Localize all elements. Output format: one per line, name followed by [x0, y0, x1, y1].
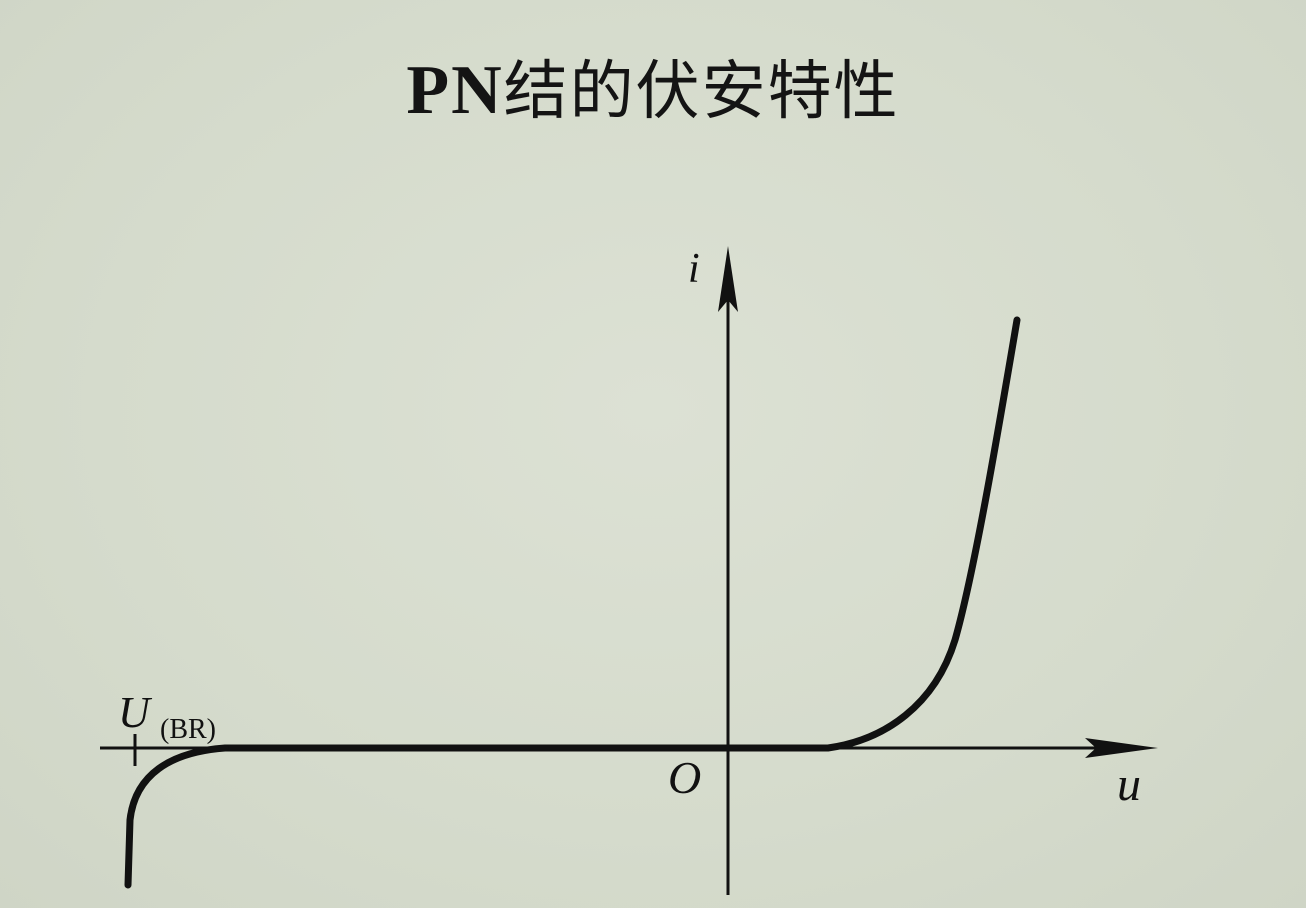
breakdown-voltage-subscript: (BR): [160, 714, 216, 745]
breakdown-characteristic-curve: [124, 744, 229, 889]
title-latin-part: PN: [406, 52, 504, 129]
origin-label: O: [668, 752, 701, 803]
title-cjk-part: 结的伏安特性: [503, 55, 900, 129]
i-axis-label: i: [688, 246, 700, 292]
i-axis-arrow-icon: [718, 246, 738, 312]
u-axis-label: u: [1117, 758, 1141, 811]
forward-characteristic-curve: [724, 316, 1021, 752]
page-title: PN结的伏安特性: [0, 40, 1306, 132]
breakdown-voltage-label: U: [118, 688, 153, 737]
u-axis-arrow-icon: [1085, 738, 1158, 758]
